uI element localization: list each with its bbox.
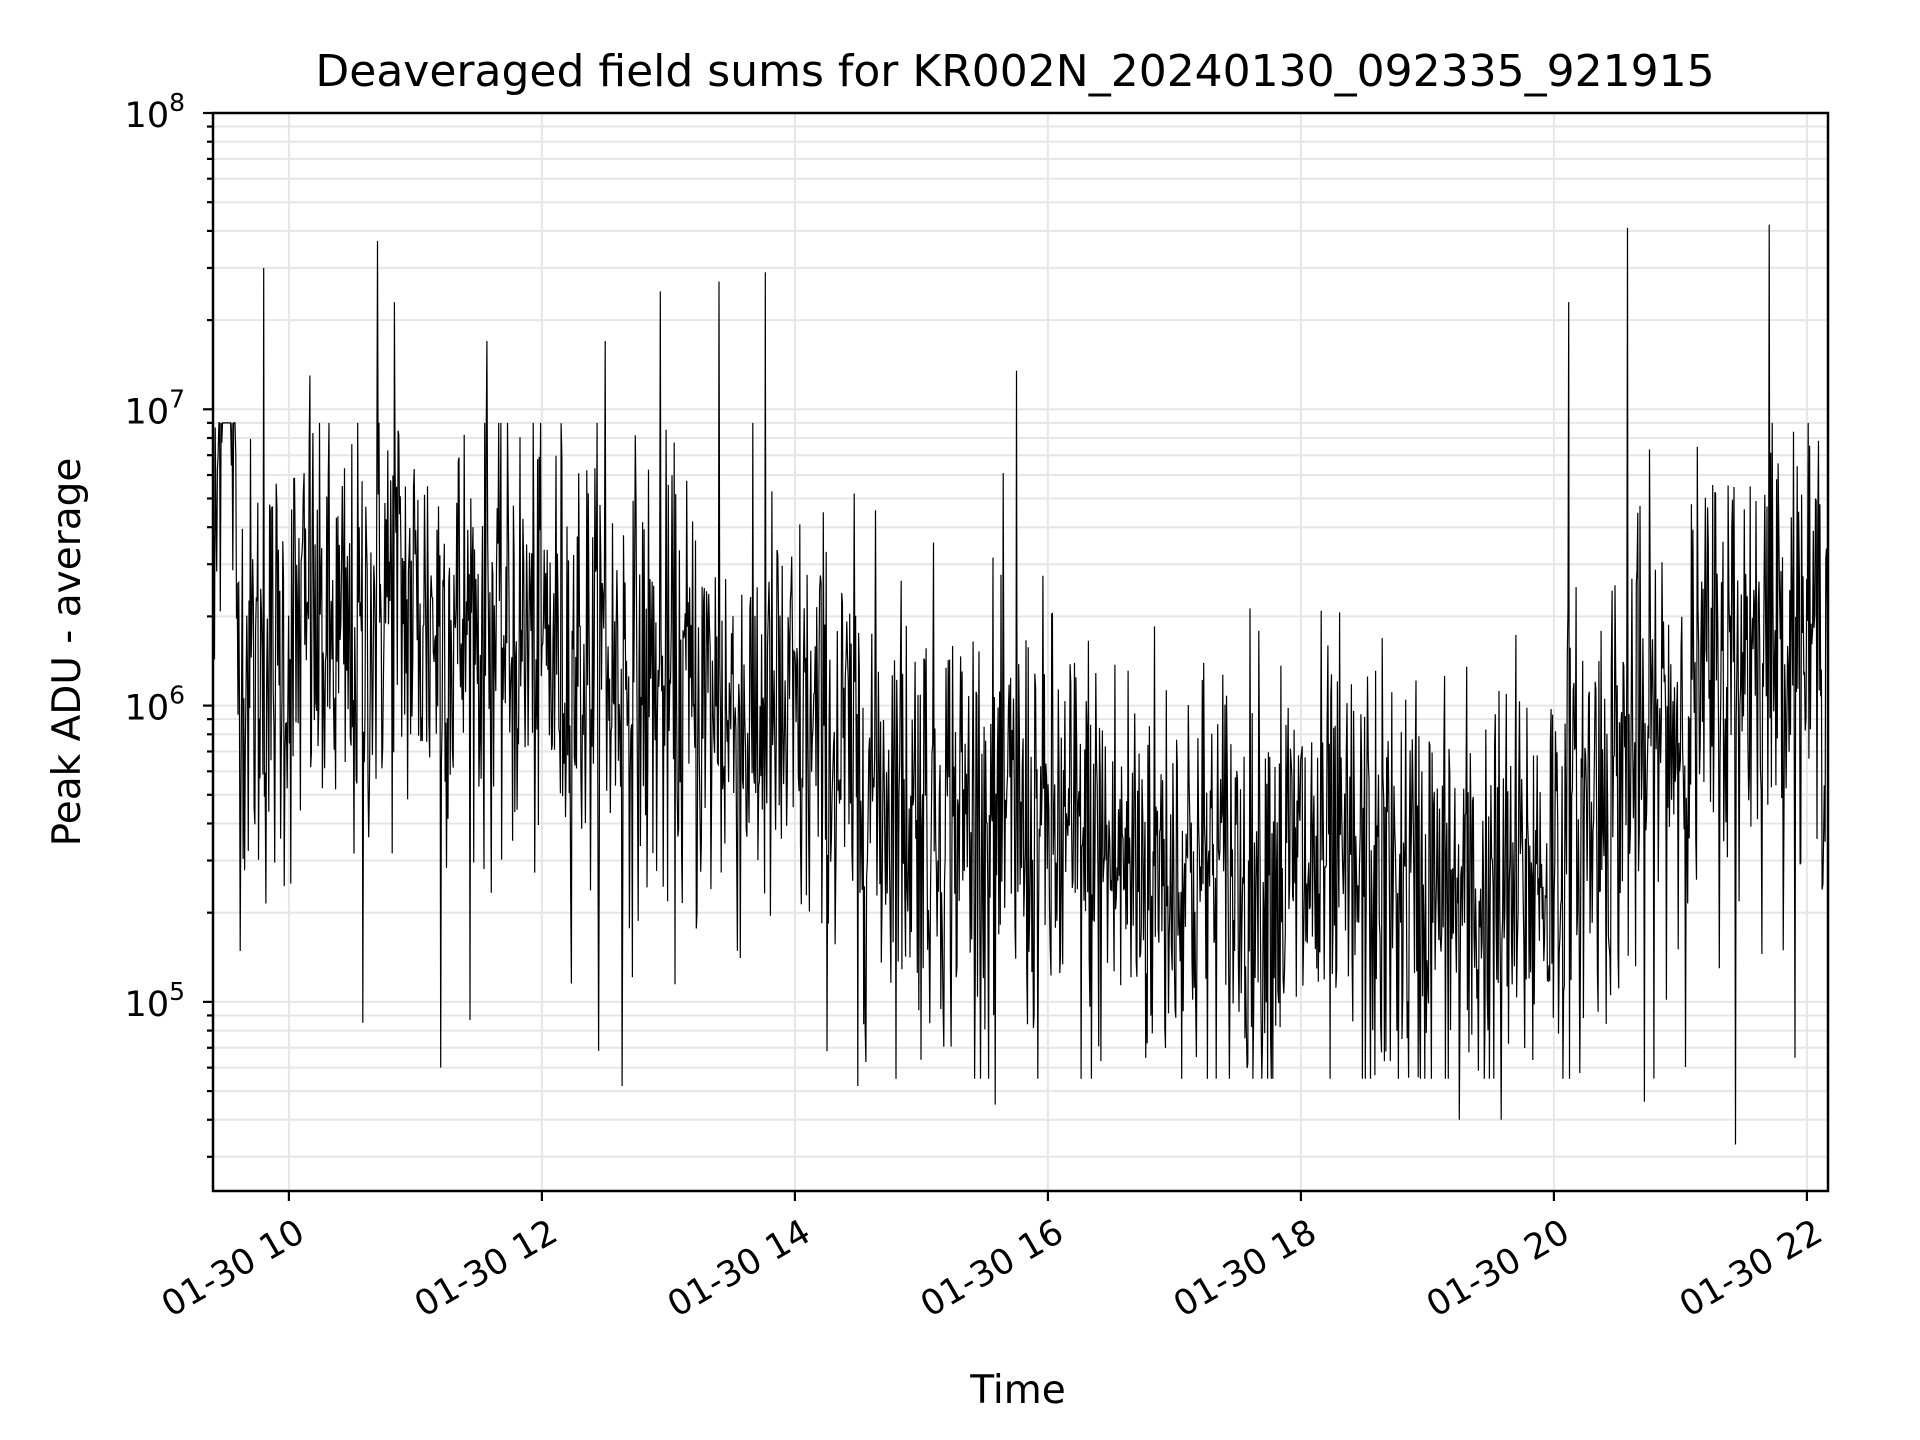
y-tick-exponent: 8 xyxy=(169,88,185,117)
y-tick-label: 105 xyxy=(125,977,185,1025)
y-tick-exponent: 7 xyxy=(169,384,185,413)
y-tick-label: 107 xyxy=(125,384,185,432)
grid xyxy=(213,112,1828,1191)
x-tick-label: 01-30 14 xyxy=(661,1212,817,1325)
series-line xyxy=(212,224,1829,1145)
y-tick-label: 106 xyxy=(125,681,185,729)
y-tick-base: 10 xyxy=(125,392,170,432)
x-tick-label: 01-30 10 xyxy=(155,1212,311,1325)
y-tick-exponent: 6 xyxy=(169,681,185,710)
x-axis: 01-30 10 01-30 12 01-30 14 01-30 16 01-30 18… xyxy=(155,1191,1829,1325)
x-tick-label: 01-30 20 xyxy=(1420,1212,1576,1325)
y-tick-exponent: 5 xyxy=(169,977,185,1006)
y-tick-base: 10 xyxy=(125,985,170,1025)
x-tick-label: 01-30 12 xyxy=(408,1212,564,1325)
y-axis-label: Peak ADU - average xyxy=(45,458,90,847)
y-tick-base: 10 xyxy=(125,689,170,729)
x-tick-label: 01-30 16 xyxy=(914,1212,1070,1325)
chart-title: Deaveraged field sums for KR002N_2024013… xyxy=(315,46,1714,97)
y-tick-base: 10 xyxy=(125,96,170,136)
plot-frame xyxy=(211,111,1830,1193)
x-tick-label: 01-30 22 xyxy=(1673,1212,1829,1325)
x-tick-label: 01-30 18 xyxy=(1167,1212,1323,1325)
x-axis-label: Time xyxy=(969,1368,1065,1413)
y-tick-label: 108 xyxy=(125,88,185,136)
